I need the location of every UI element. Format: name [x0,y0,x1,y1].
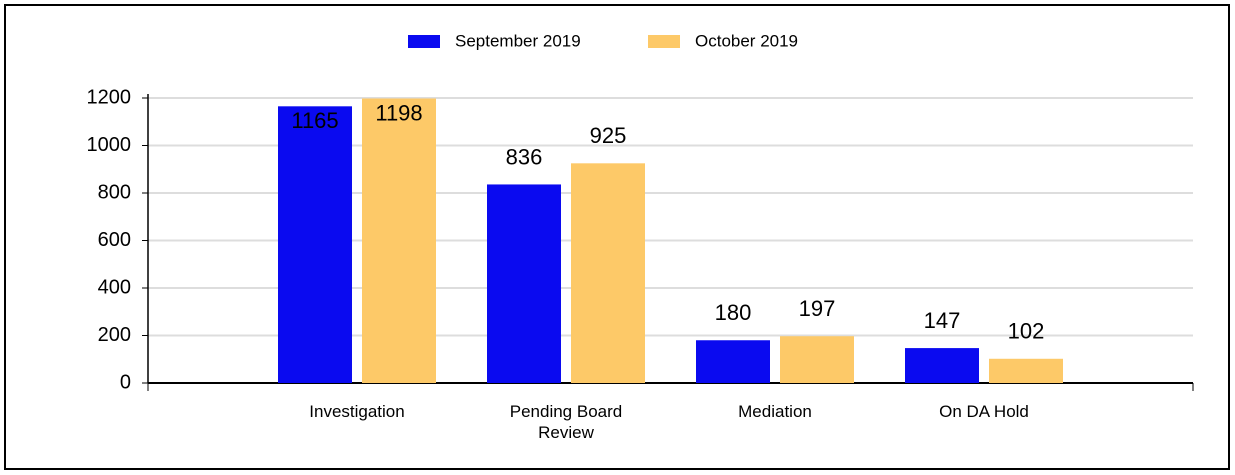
x-tick-label: Investigation [309,402,405,421]
data-label: 147 [924,308,961,333]
bar [487,184,561,383]
bar [905,348,979,383]
data-label: 102 [1008,319,1045,344]
bar [696,340,770,383]
y-tick-label: 400 [98,276,131,298]
y-tick-label: 200 [98,324,131,346]
data-label: 1165 [291,108,338,133]
data-label: 925 [590,123,627,148]
chart-border [4,4,1230,470]
legend-swatch [648,35,680,48]
data-label: 180 [715,300,752,325]
bar [362,98,436,383]
data-label: 197 [799,296,836,321]
legend-swatch [408,35,440,48]
x-tick-label: Pending Board Review [509,402,623,442]
y-tick-label: 600 [98,229,131,251]
data-label: 836 [506,144,543,169]
y-tick-label: 1000 [87,134,132,156]
x-tick-label: Mediation [738,402,812,421]
legend-label: September 2019 [455,31,581,50]
x-tick-label: On DA Hold [939,402,1029,421]
data-label: 1198 [375,100,422,125]
bar [989,358,1063,383]
bar [780,336,854,383]
legend-label: October 2019 [695,31,798,50]
bar [571,163,645,383]
bar [278,106,352,383]
y-tick-label: 800 [98,181,131,203]
y-tick-label: 1200 [87,86,132,108]
y-tick-label: 0 [120,371,131,393]
